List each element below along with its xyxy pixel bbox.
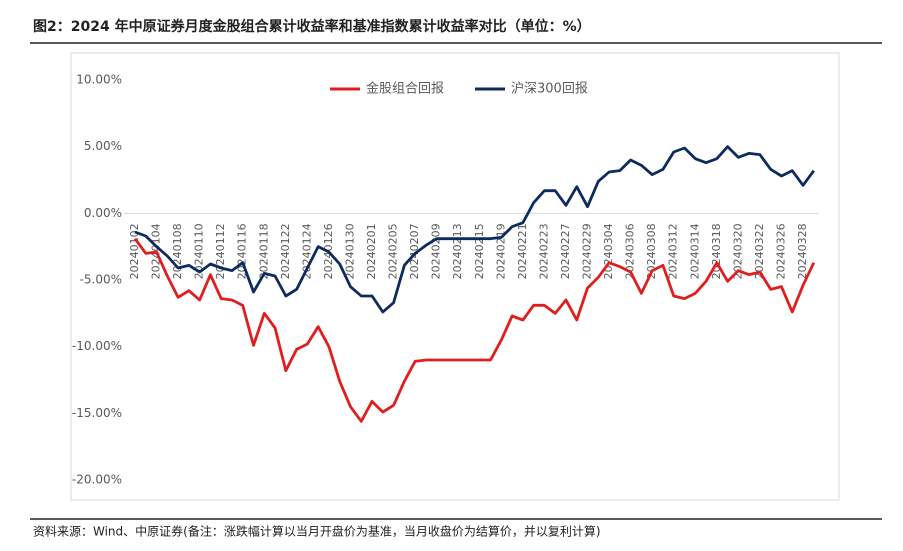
x-tick-label: 20240110 (193, 223, 206, 279)
x-tick-label: 20240312 (667, 223, 680, 279)
x-tick-label: 20240308 (645, 223, 658, 279)
x-tick-label: 20240223 (537, 223, 550, 279)
x-tick-label: 20240221 (516, 223, 529, 279)
x-tick-label: 20240112 (214, 223, 227, 279)
legend-label: 金股组合回报 (366, 81, 444, 97)
y-tick-label: -10.00% (72, 339, 122, 353)
x-tick-label: 20240306 (624, 223, 637, 279)
x-tick-label: 20240207 (408, 223, 421, 279)
x-tick-label: 20240118 (257, 223, 270, 279)
x-tick-label: 20240229 (581, 223, 594, 279)
plot-frame (70, 52, 840, 501)
x-tick-label: 20240314 (688, 223, 701, 279)
x-tick-label: 20240205 (387, 223, 400, 279)
y-tick-label: -20.00% (72, 473, 122, 487)
y-tick-label: 5.00% (84, 139, 122, 153)
x-tick-label: 20240122 (279, 223, 292, 279)
x-tick-label: 20240108 (171, 223, 184, 279)
legend-label: 沪深300回报 (511, 81, 588, 97)
chart-title: 图2：2024 年中原证券月度金股组合累计收益率和基准指数累计收益率对比（单位：… (33, 18, 591, 35)
x-tick-label: 20240322 (753, 223, 766, 279)
x-tick-label: 20240201 (365, 223, 378, 279)
y-tick-label: -15.00% (72, 406, 122, 420)
x-tick-label: 20240326 (774, 223, 787, 279)
source-note: 资料来源：Wind、中原证券(备注：涨跌幅计算以当月开盘价为基准，当月收盘价为结… (33, 524, 601, 539)
x-tick-label: 20240130 (343, 223, 356, 279)
y-tick-label: 10.00% (76, 73, 122, 87)
series-line (133, 237, 816, 423)
x-tick-label: 20240213 (451, 223, 464, 279)
x-tick-label: 20240215 (473, 223, 486, 279)
series-line (134, 145, 815, 314)
x-tick-label: 20240320 (731, 223, 744, 279)
x-tick-label: 20240227 (559, 223, 572, 279)
x-tick-label: 20240209 (430, 223, 443, 279)
x-tick-label: 20240328 (796, 223, 809, 279)
x-tick-label: 20240304 (602, 223, 615, 279)
y-tick-label: 0.00% (84, 206, 122, 220)
x-tick-label: 20240102 (128, 223, 141, 279)
y-tick-label: -5.00% (80, 273, 122, 287)
